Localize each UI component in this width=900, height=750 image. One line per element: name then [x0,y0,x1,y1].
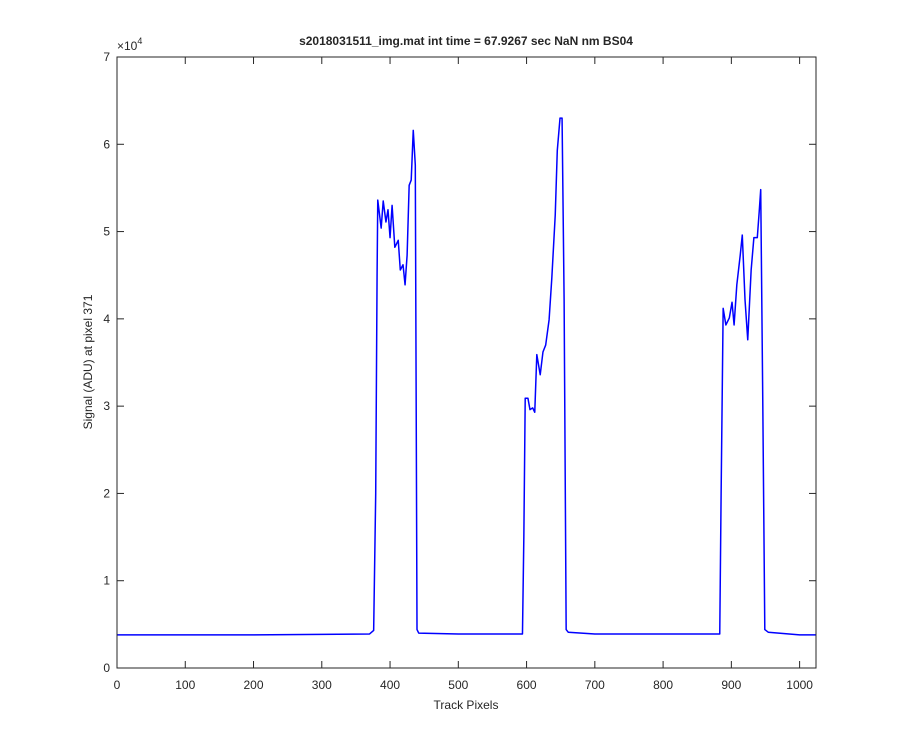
x-tick-label: 500 [448,678,468,692]
axes-box [116,56,817,669]
x-tick-label: 0 [114,678,121,692]
y-tick-label: 6 [103,137,110,151]
x-tick-label: 600 [517,678,537,692]
y-tick-label: 2 [103,486,110,500]
chart-title: s2018031511_img.mat int time = 67.9267 s… [299,34,633,48]
x-tick-label: 700 [585,678,605,692]
x-tick-label: 1000 [786,678,813,692]
y-tick-label: 1 [103,574,110,588]
x-tick-label: 200 [244,678,264,692]
x-tick-label: 900 [721,678,741,692]
x-tick-label: 300 [312,678,332,692]
y-axis-label: Signal (ADU) at pixel 371 [81,294,95,429]
x-tick-label: 400 [380,678,400,692]
y-exponent: ×104 [117,36,142,53]
y-tick-label: 5 [103,225,110,239]
plot-area [117,57,816,668]
x-axis-label: Track Pixels [434,698,499,712]
y-exponent-base: ×10 [117,39,138,53]
x-tick-label: 800 [653,678,673,692]
y-tick-label: 3 [103,399,110,413]
y-exponent-power: 4 [137,36,142,46]
y-tick-label: 0 [103,661,110,675]
y-tick-label: 4 [103,312,110,326]
y-tick-label: 7 [103,50,110,64]
x-tick-label: 100 [175,678,195,692]
data-line [117,117,816,636]
